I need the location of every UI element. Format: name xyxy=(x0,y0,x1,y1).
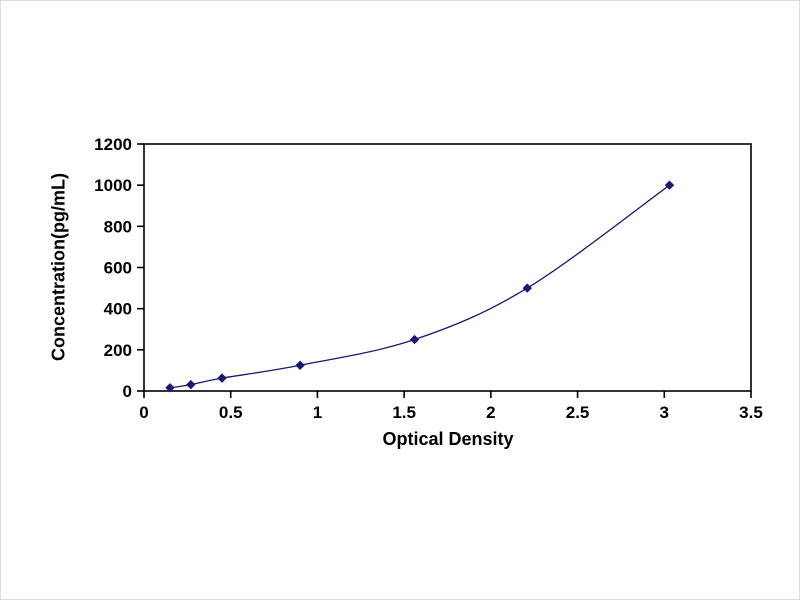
y-tick-label: 0 xyxy=(123,382,132,401)
x-tick-label: 3.5 xyxy=(739,403,763,422)
x-tick-label: 1 xyxy=(313,403,322,422)
data-point-marker xyxy=(295,360,305,370)
data-point-marker xyxy=(217,373,227,383)
y-axis-title: Concentration(pg/mL) xyxy=(48,173,69,361)
y-tick-label: 600 xyxy=(104,259,132,278)
data-point-marker xyxy=(522,283,532,293)
plot-frame xyxy=(143,143,752,392)
standard-curve-line xyxy=(169,184,670,389)
y-tick-label: 200 xyxy=(104,341,132,360)
x-tick-label: 0.5 xyxy=(219,403,243,422)
x-tick-label: 3 xyxy=(660,403,669,422)
data-point-marker xyxy=(165,383,175,393)
data-point-marker xyxy=(186,379,196,390)
y-tick-label: 400 xyxy=(104,300,132,319)
data-point-marker xyxy=(664,180,675,190)
y-tick-label: 1200 xyxy=(94,135,132,154)
y-tick-label: 1000 xyxy=(94,176,132,195)
data-point-marker xyxy=(409,334,420,345)
y-tick-label: 800 xyxy=(104,217,132,236)
x-tick-label: 1.5 xyxy=(392,403,416,422)
x-tick-label: 2.5 xyxy=(566,403,590,422)
x-tick-label: 0 xyxy=(139,403,148,422)
x-tick-label: 2 xyxy=(486,403,495,422)
x-axis-title: Optical Density xyxy=(382,429,514,449)
